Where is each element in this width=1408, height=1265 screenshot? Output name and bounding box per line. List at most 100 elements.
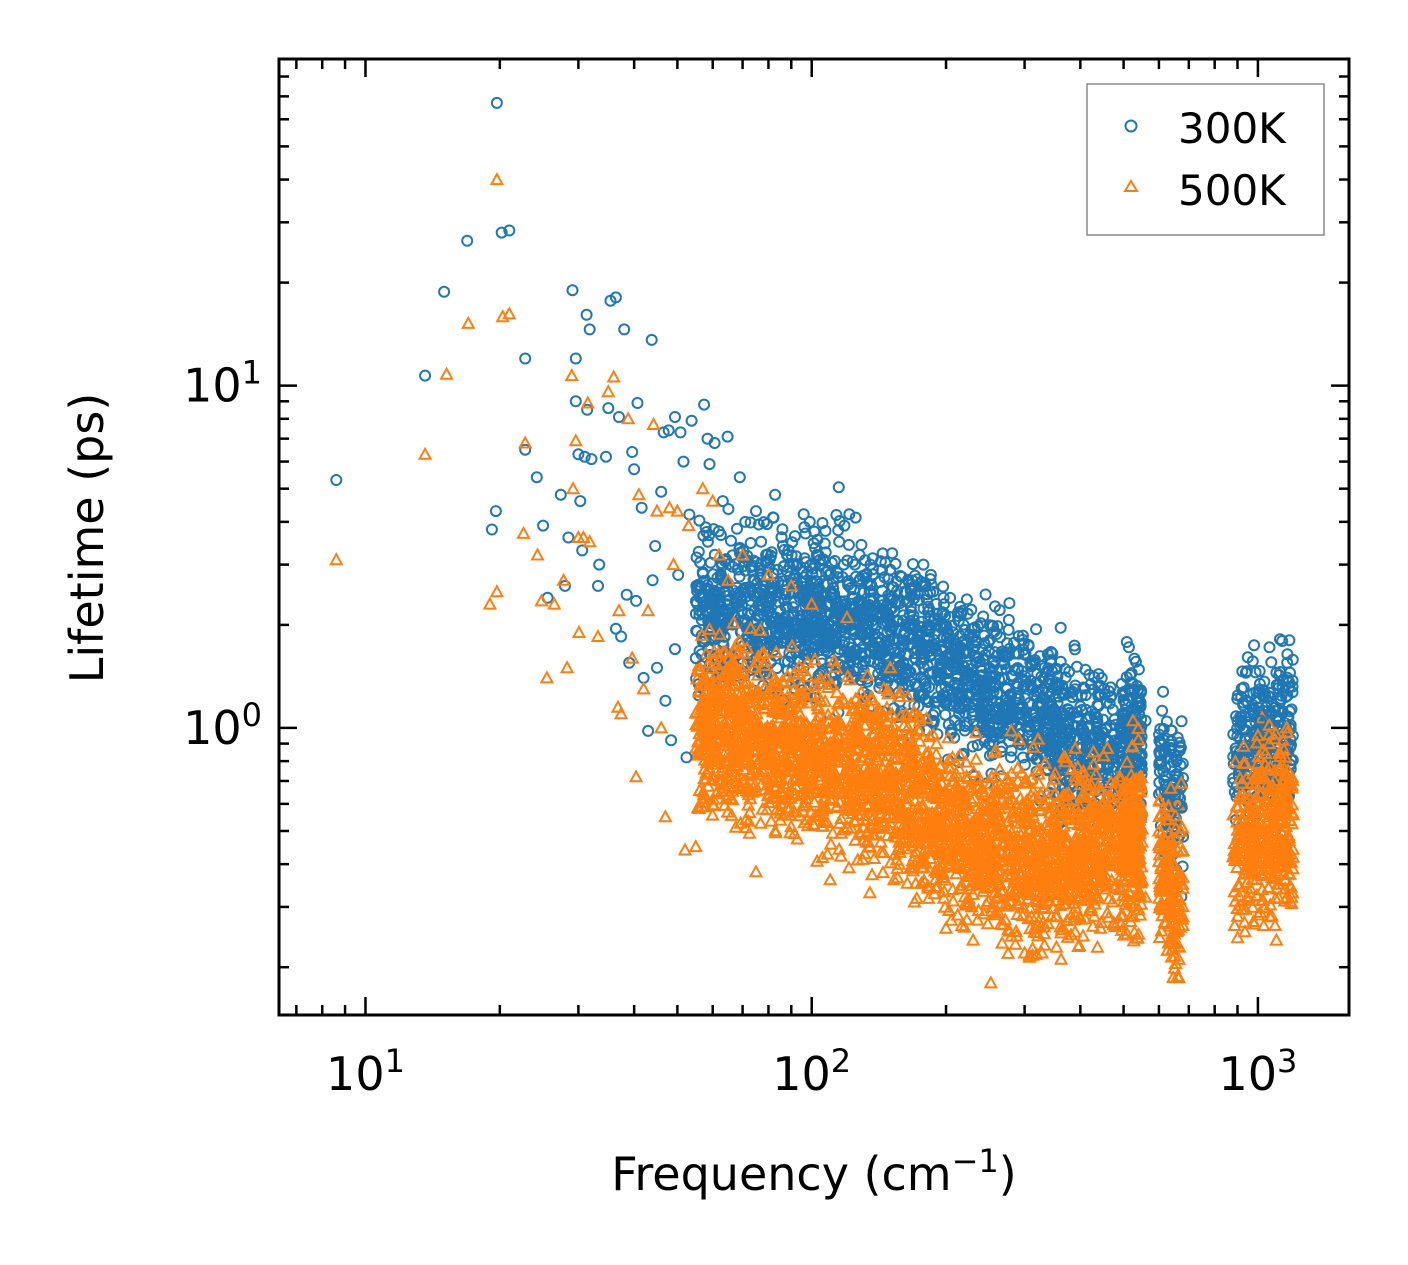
cloud-point [1263, 641, 1276, 654]
cloud-point [1230, 930, 1245, 944]
cloud-point [1068, 740, 1083, 754]
cloud-point [757, 657, 772, 671]
cloud-point [963, 646, 976, 659]
cloud-point [779, 600, 792, 613]
cloud-point [920, 878, 936, 892]
cloud-point [865, 779, 880, 793]
cloud-point [1228, 754, 1243, 768]
cloud-point [954, 600, 967, 613]
cloud-point [807, 537, 820, 550]
cloud-point [726, 615, 741, 629]
cloud-point [844, 651, 857, 663]
cloud-point [1030, 623, 1043, 636]
cloud-point [847, 700, 862, 714]
cloud-point [1012, 647, 1025, 660]
cloud-point [1152, 793, 1167, 807]
cloud-point [1048, 766, 1063, 780]
cloud-point [742, 805, 757, 819]
cloud-point [1079, 689, 1092, 702]
cloud-point [706, 610, 719, 623]
cloud-point [1088, 671, 1101, 684]
cloud-point [831, 571, 844, 584]
cloud-point [760, 788, 776, 802]
cloud-point [1109, 718, 1122, 731]
cloud-point [771, 628, 784, 641]
cloud-point [924, 610, 937, 623]
cloud-point [1101, 909, 1116, 923]
cloud-point [1104, 789, 1119, 803]
cloud-point [933, 619, 946, 632]
cloud-point [717, 797, 732, 811]
cloud-point [1092, 730, 1105, 742]
cloud-point [778, 593, 791, 606]
cloud-point [842, 538, 855, 551]
cloud-point [721, 595, 733, 607]
cloud-point [1044, 778, 1059, 792]
cloud-point [982, 719, 995, 732]
cloud-point [1125, 738, 1140, 752]
cloud-point [783, 560, 796, 573]
cloud-point [755, 801, 770, 815]
cloud-point [807, 562, 819, 575]
cloud-point [743, 791, 758, 805]
cloud-point [807, 677, 822, 691]
cloud-point [970, 636, 982, 649]
cloud-point [1237, 914, 1252, 928]
cloud-point [907, 609, 920, 622]
cloud-point [764, 813, 779, 827]
cloud-point [725, 534, 737, 547]
cloud-point [966, 764, 981, 778]
cloud-point [1237, 861, 1252, 875]
cloud-point [1046, 647, 1059, 660]
cloud-point [864, 558, 877, 571]
cloud-point [732, 589, 745, 601]
cloud-point [1131, 720, 1146, 734]
cloud-point [965, 886, 981, 900]
cloud-point [797, 508, 810, 521]
cloud-point [820, 846, 835, 860]
cloud-point [1107, 765, 1120, 778]
cloud-point [914, 626, 927, 638]
cloud-point [736, 645, 751, 659]
cloud-point [1155, 754, 1168, 767]
cloud-point [1002, 794, 1018, 808]
cloud-point [766, 704, 781, 718]
cloud-point [731, 522, 743, 535]
cloud-point [798, 616, 811, 629]
cloud-point [1088, 766, 1104, 780]
cloud-point [720, 804, 735, 818]
cloud-point [767, 585, 780, 598]
cloud-point [889, 654, 901, 667]
cloud-point [1175, 917, 1191, 931]
cloud-point [1265, 656, 1278, 669]
cloud-point [791, 758, 806, 772]
cloud-point [1077, 681, 1090, 694]
cloud-point [988, 907, 1003, 921]
cloud-point [1011, 662, 1024, 674]
cloud-point [1160, 942, 1175, 956]
cloud-point [1005, 689, 1018, 702]
cloud-point [880, 683, 895, 697]
cloud-point [799, 642, 812, 655]
cloud-point [1069, 679, 1082, 692]
cloud-point [786, 557, 799, 570]
cloud-point [1264, 690, 1277, 703]
cloud-point [804, 625, 816, 638]
cloud-point [1104, 719, 1117, 732]
cloud-point [817, 693, 833, 707]
cloud-point [799, 583, 812, 596]
cloud-point [724, 672, 739, 686]
cloud-point [1117, 712, 1130, 725]
cloud-point [1270, 712, 1283, 725]
cloud-point [1025, 940, 1040, 954]
cloud-point [933, 673, 946, 686]
cloud-point [1003, 642, 1016, 655]
cloud-point [1165, 742, 1177, 754]
cloud-point [1129, 655, 1142, 668]
cloud-point [1049, 939, 1064, 953]
cloud-point [942, 663, 955, 676]
cloud-point [1016, 629, 1029, 642]
cloud-point [1002, 711, 1015, 723]
cloud-point [803, 745, 818, 759]
cloud-point [989, 679, 1002, 692]
